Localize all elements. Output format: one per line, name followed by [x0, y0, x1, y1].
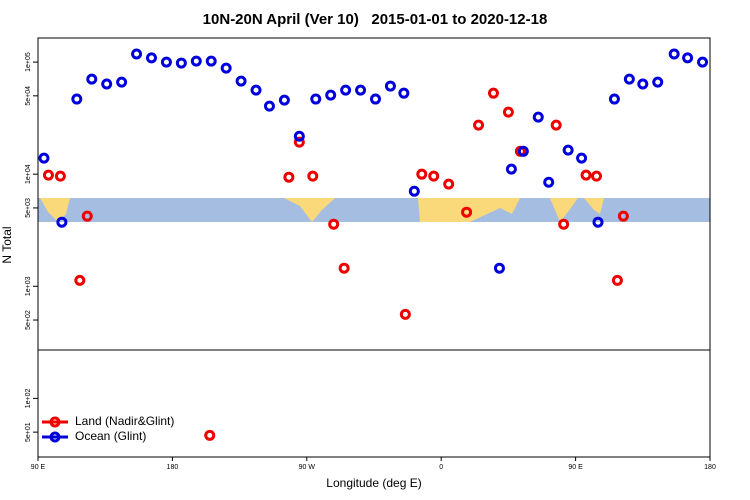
point — [623, 73, 635, 85]
point — [592, 216, 604, 228]
point — [204, 429, 216, 441]
point — [355, 84, 367, 96]
point — [493, 262, 505, 274]
point — [160, 56, 172, 68]
point — [338, 262, 350, 274]
point — [307, 170, 319, 182]
point — [697, 56, 709, 68]
point — [263, 100, 275, 112]
y-tick-label: 5e+03 — [25, 198, 32, 218]
point — [310, 93, 322, 105]
point — [86, 73, 98, 85]
point — [101, 78, 113, 90]
y-tick-label: 5e+02 — [25, 310, 32, 330]
point — [502, 106, 514, 118]
x-tick-label: 90 E — [568, 464, 583, 471]
point — [325, 89, 337, 101]
point — [532, 111, 544, 123]
x-tick-label: 180 — [704, 464, 716, 471]
point — [116, 76, 128, 88]
point — [54, 170, 66, 182]
point — [416, 168, 428, 180]
point — [145, 52, 157, 64]
point — [205, 55, 217, 67]
point — [580, 169, 592, 181]
point — [428, 170, 440, 182]
point — [293, 130, 305, 142]
point — [38, 152, 50, 164]
y-axis-label: N Total — [0, 226, 14, 263]
point — [558, 218, 570, 230]
point — [487, 87, 499, 99]
y-tick-label: 5e+01 — [25, 422, 32, 442]
point — [461, 206, 473, 218]
point — [384, 80, 396, 92]
point — [517, 145, 529, 157]
point — [617, 210, 629, 222]
point — [220, 62, 232, 74]
legend-label: Land (Nadir&Glint) — [75, 414, 174, 428]
point — [399, 308, 411, 320]
point — [473, 119, 485, 131]
legend-label: Ocean (Glint) — [75, 429, 146, 443]
point — [398, 87, 410, 99]
point — [175, 57, 187, 69]
point — [608, 93, 620, 105]
point — [611, 274, 623, 286]
point — [652, 76, 664, 88]
x-axis-label: Longitude (deg E) — [326, 476, 421, 490]
point — [328, 218, 340, 230]
point — [668, 48, 680, 60]
x-tick-label: 180 — [167, 464, 179, 471]
y-tick-label: 1e+03 — [25, 276, 32, 296]
point — [293, 136, 305, 148]
point — [74, 274, 86, 286]
point — [637, 78, 649, 90]
point — [71, 93, 83, 105]
y-tick-label: 5e+04 — [25, 86, 32, 106]
y-tick-label: 1e+05 — [25, 52, 32, 72]
point — [283, 171, 295, 183]
y-tick-label: 1e+04 — [25, 164, 32, 184]
point — [340, 84, 352, 96]
point — [682, 52, 694, 64]
point — [543, 176, 555, 188]
point — [505, 163, 517, 175]
plot-frame — [37, 37, 711, 458]
point — [56, 216, 68, 228]
x-tick-label: 0 — [439, 464, 443, 471]
point — [81, 210, 93, 222]
x-tick-label: 90 E — [31, 464, 46, 471]
point — [42, 169, 54, 181]
map-strip — [38, 198, 710, 222]
point — [190, 55, 202, 67]
point — [369, 93, 381, 105]
chart-title: 10N-20N April (Ver 10) 2015-01-01 to 202… — [203, 11, 548, 28]
point — [408, 185, 420, 197]
y-tick-label: 1e+02 — [25, 388, 32, 408]
point — [443, 178, 455, 190]
point — [550, 119, 562, 131]
legend: Land (Nadir&Glint) Ocean (Glint) — [42, 414, 174, 443]
point — [250, 84, 262, 96]
point — [131, 48, 143, 60]
x-tick-label: 90 W — [299, 464, 316, 471]
point — [576, 152, 588, 164]
point — [235, 75, 247, 87]
point — [278, 94, 290, 106]
point — [562, 144, 574, 156]
point — [591, 170, 603, 182]
